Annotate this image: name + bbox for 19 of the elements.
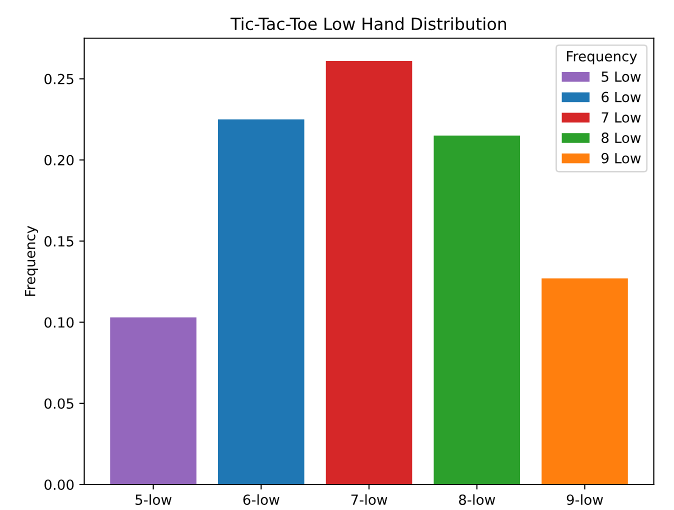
legend-label: 6 Low	[602, 92, 641, 102]
legend-label: 5 Low	[602, 72, 641, 82]
legend-label: 8 Low	[602, 132, 641, 144]
y-tick-label: 0.15	[44, 236, 74, 247]
y-tick-label: 0.25	[44, 74, 74, 84]
legend-label: 9 Low	[602, 152, 641, 164]
x-tick-label: 5-low	[136, 494, 172, 505]
y-tick-label: 0.10	[44, 317, 74, 328]
y-tick-label: 0.00	[44, 479, 74, 490]
x-tick-label: 9-low	[566, 494, 603, 505]
y-tick-label: 0.05	[44, 398, 74, 409]
y-axis-title: Frequency	[25, 226, 38, 296]
legend-label: 7 Low	[602, 112, 641, 123]
legend-title: Frequency	[567, 51, 637, 64]
x-tick-label: 7-low	[351, 494, 388, 505]
x-tick-label: 6-low	[243, 494, 280, 505]
y-tick-label: 0.20	[44, 154, 74, 166]
chart-title: Tic-Tac-Toe Low Hand Distribution	[230, 17, 506, 30]
x-tick-label: 8-low	[459, 494, 496, 505]
